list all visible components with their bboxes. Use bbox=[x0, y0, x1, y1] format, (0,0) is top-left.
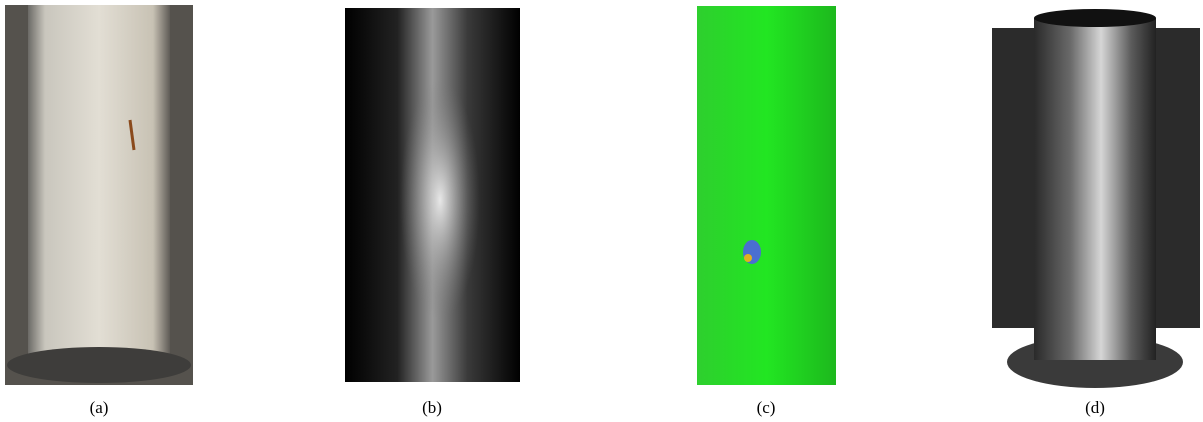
panel-a-image bbox=[5, 5, 193, 385]
panel-label: (c) bbox=[757, 398, 776, 417]
panel-d-image bbox=[992, 9, 1200, 388]
panel-b-image bbox=[345, 8, 520, 382]
page: (a) (b) (c) (d) (() => { const data = JS… bbox=[0, 0, 1203, 422]
panel-label: (d) bbox=[1085, 398, 1105, 417]
panel-c-image bbox=[697, 6, 836, 385]
panel-label: (a) bbox=[90, 398, 109, 417]
panel-label: (b) bbox=[422, 398, 442, 417]
figure: (a) (b) (c) (d) bbox=[0, 0, 1203, 422]
